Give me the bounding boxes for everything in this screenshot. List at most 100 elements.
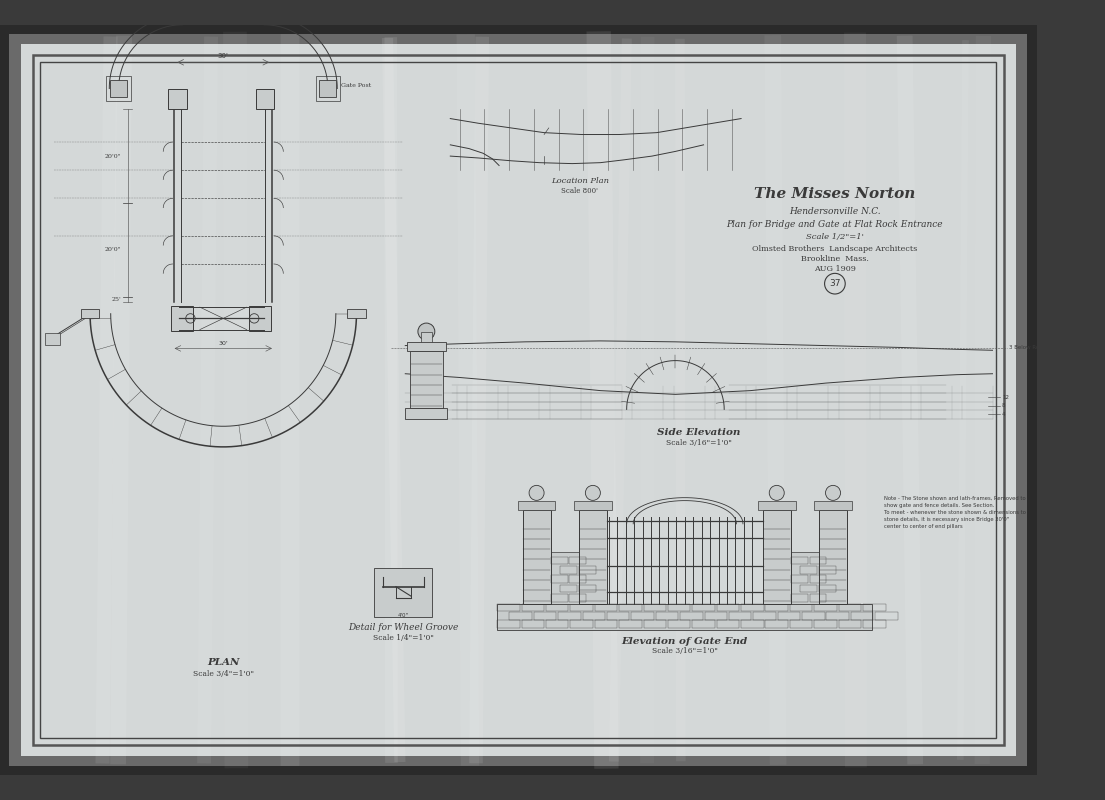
Bar	[607, 612, 630, 619]
Bar	[766, 603, 788, 611]
Bar	[667, 621, 691, 628]
Bar	[875, 612, 897, 619]
Bar	[509, 612, 532, 619]
Bar	[631, 612, 654, 619]
Text: Note - The Stone shown and lath-frames, Removed to
show gate and fence details. : Note - The Stone shown and lath-frames, …	[884, 496, 1025, 529]
Text: 37: 37	[829, 279, 841, 288]
Text: The Misses Norton: The Misses Norton	[755, 186, 916, 201]
Bar	[754, 612, 776, 619]
Bar	[800, 585, 817, 592]
Bar	[680, 612, 703, 619]
Text: AUG 1909: AUG 1909	[814, 265, 856, 273]
Bar	[45, 334, 60, 345]
Bar	[550, 557, 568, 564]
Bar	[758, 502, 796, 510]
Bar	[819, 510, 848, 603]
Bar	[375, 568, 432, 617]
Bar	[579, 585, 596, 592]
Bar	[619, 603, 642, 611]
Bar	[766, 621, 788, 628]
Text: Scale 3/4"=1'0": Scale 3/4"=1'0"	[192, 670, 254, 678]
Bar	[643, 621, 666, 628]
Bar	[569, 594, 587, 602]
Bar	[762, 510, 791, 603]
Bar	[814, 603, 836, 611]
Text: Scale 800': Scale 800'	[561, 187, 598, 195]
Bar	[569, 557, 587, 564]
Text: Plan for Bridge and Gate at Flat Rock Entrance: Plan for Bridge and Gate at Flat Rock En…	[727, 220, 944, 229]
Circle shape	[529, 486, 544, 500]
Text: 20'0": 20'0"	[104, 247, 122, 253]
Bar	[819, 585, 835, 592]
Bar	[168, 89, 187, 109]
Bar	[814, 502, 852, 510]
Bar	[550, 552, 579, 603]
Bar	[106, 76, 130, 101]
Circle shape	[586, 486, 600, 500]
Bar	[655, 612, 678, 619]
Bar	[406, 407, 448, 418]
Bar	[550, 575, 568, 583]
Bar	[863, 603, 885, 611]
Text: Scale 3/16"=1'0": Scale 3/16"=1'0"	[666, 439, 732, 447]
Bar	[570, 621, 593, 628]
Bar	[546, 621, 568, 628]
Text: Hendersonville N.C.: Hendersonville N.C.	[789, 207, 881, 216]
Text: Scale 1/2"=1': Scale 1/2"=1'	[806, 233, 864, 241]
Bar	[729, 612, 751, 619]
Bar	[347, 309, 366, 318]
Text: 30': 30'	[219, 341, 228, 346]
Bar	[741, 621, 764, 628]
Text: 12: 12	[1002, 394, 1009, 400]
Bar	[839, 603, 861, 611]
Bar	[255, 89, 274, 109]
Bar	[569, 575, 587, 583]
Text: 4: 4	[1002, 411, 1006, 417]
Bar	[410, 351, 443, 407]
Bar	[791, 552, 819, 603]
Bar	[667, 603, 691, 611]
Bar	[791, 575, 808, 583]
Bar	[778, 612, 800, 619]
Text: Side Elevation: Side Elevation	[657, 428, 740, 438]
Circle shape	[418, 323, 434, 340]
Text: Brookline  Mass.: Brookline Mass.	[801, 255, 869, 263]
Text: Gate Post: Gate Post	[341, 83, 371, 88]
Circle shape	[769, 486, 785, 500]
Bar	[579, 566, 596, 574]
Bar	[522, 603, 544, 611]
Text: 25': 25'	[112, 297, 122, 302]
Bar	[497, 621, 519, 628]
Bar	[741, 603, 764, 611]
Text: Olmsted Brothers  Landscape Architects: Olmsted Brothers Landscape Architects	[753, 245, 917, 253]
Bar	[407, 342, 445, 351]
Bar	[575, 502, 612, 510]
Bar	[717, 603, 739, 611]
Bar	[579, 510, 607, 603]
Bar	[81, 309, 99, 318]
Bar	[839, 621, 861, 628]
Text: PLAN: PLAN	[207, 658, 240, 667]
Bar	[171, 306, 193, 330]
Bar	[717, 621, 739, 628]
Text: 20'0": 20'0"	[104, 154, 122, 158]
Text: 4'0": 4'0"	[398, 613, 409, 618]
Bar	[643, 603, 666, 611]
Bar	[582, 612, 606, 619]
Bar	[810, 594, 827, 602]
Bar	[693, 621, 715, 628]
Bar	[497, 603, 873, 630]
Bar	[800, 566, 817, 574]
Text: 8: 8	[1002, 403, 1006, 408]
Bar	[594, 621, 618, 628]
Bar	[810, 557, 827, 564]
Text: 3 Below Roadway from Top of end: 3 Below Roadway from Top of end	[1009, 345, 1103, 350]
Bar	[863, 621, 885, 628]
Text: Scale 3/16"=1'0": Scale 3/16"=1'0"	[652, 647, 718, 655]
Bar	[705, 612, 727, 619]
Bar	[522, 621, 544, 628]
Bar	[790, 621, 812, 628]
Bar	[546, 603, 568, 611]
Bar	[523, 510, 550, 603]
Bar	[421, 331, 432, 342]
